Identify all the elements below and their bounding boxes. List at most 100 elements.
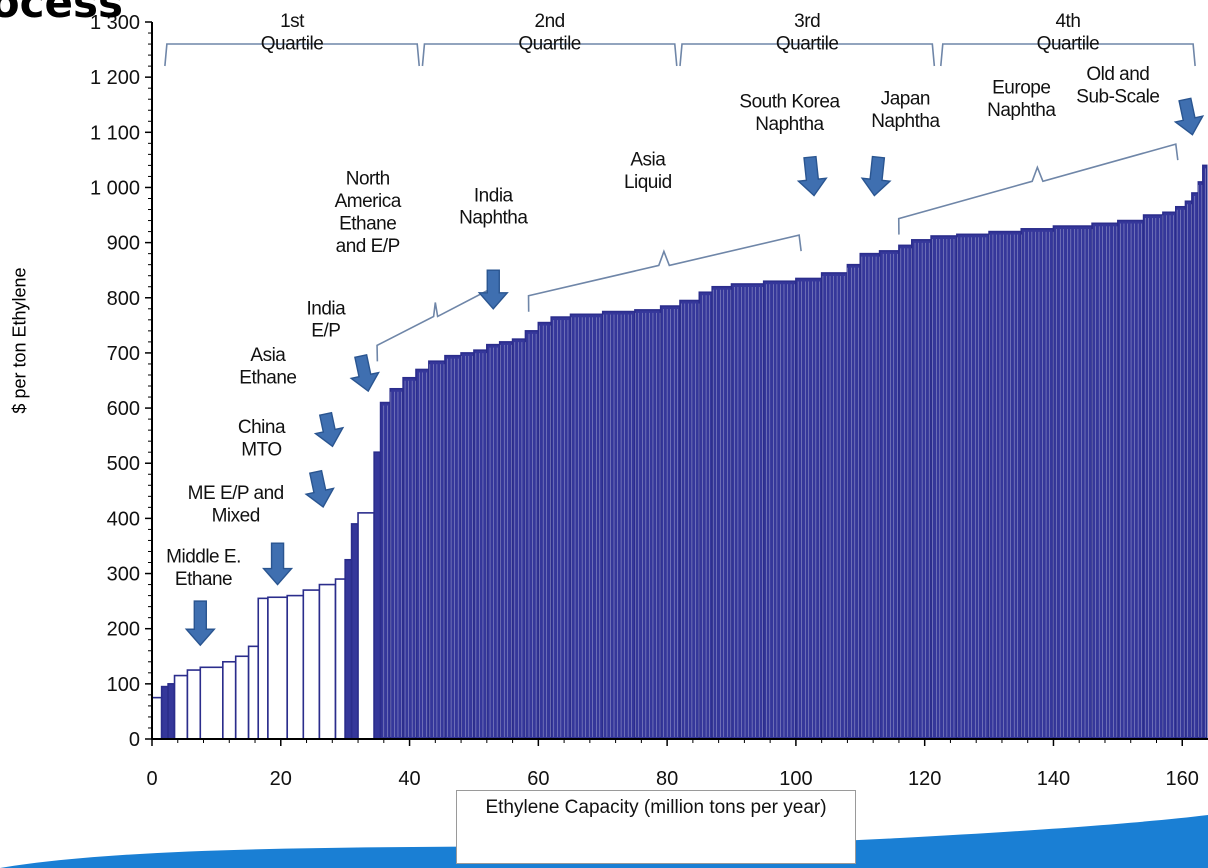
bar-46 (878, 250, 900, 740)
arrows (184, 97, 1205, 647)
bar-41 (762, 280, 797, 740)
bar-16 (350, 523, 359, 740)
bar-8 (247, 645, 260, 740)
bar-14 (334, 578, 346, 740)
segment-bracket-3 (897, 143, 1179, 235)
bar-54 (1091, 222, 1119, 740)
bar-40 (730, 283, 765, 740)
bar-29 (511, 338, 527, 740)
y-tick-label: 900 (107, 233, 140, 255)
segment-label-1: Middle E. Ethane (166, 547, 241, 590)
bar-37 (679, 299, 701, 740)
bar-59 (1184, 200, 1193, 740)
segment-bracket-2 (527, 234, 802, 312)
bar-30 (524, 330, 540, 740)
quartile-label-3: 3rd Quartile (776, 11, 839, 54)
x-tick-label: 80 (656, 768, 678, 790)
y-tick-label: 200 (107, 619, 140, 641)
y-tick-label: 1 300 (90, 12, 140, 34)
bar-3 (173, 674, 189, 740)
bar-51 (988, 230, 1023, 740)
y-tick-label: 400 (107, 508, 140, 530)
bar-28 (498, 341, 514, 740)
quartile-bracket-3 (679, 43, 936, 67)
bar-4 (186, 669, 202, 740)
bar-6 (222, 660, 237, 740)
x-tick-label: 20 (270, 768, 292, 790)
y-tick-label: 500 (107, 453, 140, 475)
blue-swoosh-banner (0, 815, 1208, 868)
y-tick-label: 300 (107, 564, 140, 586)
bar-53 (1052, 225, 1093, 740)
quartile-bracket-1 (164, 43, 421, 67)
bar-1 (160, 685, 169, 740)
arrow-1 (184, 600, 216, 647)
arrow-3 (304, 469, 335, 509)
segment-label-11: Europe Naphtha (987, 78, 1056, 121)
bar-7 (234, 655, 250, 740)
bar-19 (379, 401, 392, 740)
quartile-bracket-4 (939, 43, 1196, 67)
bar-27 (486, 343, 501, 740)
bar-13 (318, 583, 337, 740)
bar-49 (930, 235, 958, 740)
bar-2 (167, 683, 176, 740)
arrow-9 (1173, 97, 1205, 136)
bar-31 (537, 321, 553, 740)
bar-57 (1162, 211, 1177, 740)
bar-33 (569, 313, 604, 740)
quartile-bracket-2 (421, 43, 678, 67)
arrow-4 (313, 411, 345, 448)
bar-50 (956, 233, 990, 740)
y-tick-label: 1 100 (90, 122, 140, 144)
x-tick-label: 160 (1166, 768, 1199, 790)
segment-label-2: ME E/P and Mixed (188, 483, 284, 526)
x-axis-label: Ethylene Capacity (million tons per year… (456, 790, 856, 864)
segment-label-12: Old and Sub-Scale (1076, 64, 1159, 107)
bar-34 (601, 310, 636, 740)
y-tick-label: 600 (107, 398, 140, 420)
x-tick-label: 140 (1037, 768, 1070, 790)
y-tick-label: 0 (129, 729, 140, 751)
arrow-8 (860, 155, 892, 197)
x-tick-label: 0 (146, 768, 157, 790)
bar-52 (1020, 228, 1055, 740)
bar-10 (267, 596, 289, 740)
cost-curve-bars (151, 164, 1208, 740)
y-tick-label: 800 (107, 288, 140, 310)
bar-56 (1142, 214, 1164, 740)
x-tick-label: 120 (908, 768, 941, 790)
bar-12 (302, 589, 321, 740)
bar-15 (344, 558, 353, 740)
y-tick-label: 1 200 (90, 67, 140, 89)
quartile-label-1: 1st Quartile (261, 11, 324, 54)
bar-48 (911, 239, 932, 740)
segment-label-7: India Naphtha (459, 185, 528, 228)
annotations: 1st Quartile 2nd Quartile 3rd Quartile 4th Quar… (166, 11, 1160, 590)
segment-label-3: China MTO (238, 417, 286, 460)
quartile-label-2: 2nd Quartile (518, 11, 581, 54)
y-axis-label: $ per ton Ethylene (9, 267, 30, 414)
bar-17 (357, 512, 375, 740)
bar-11 (286, 594, 305, 740)
y-tick-label: 700 (107, 343, 140, 365)
bar-22 (415, 368, 430, 740)
segment-label-5: India E/P (307, 298, 347, 341)
segment-label-6: North America Ethane and E/P (335, 169, 402, 257)
bar-20 (389, 387, 404, 740)
bar-38 (698, 291, 713, 740)
bar-5 (199, 666, 224, 740)
bar-0 (151, 696, 163, 740)
y-tick-label: 100 (107, 674, 140, 696)
bar-45 (859, 252, 881, 740)
quartile-label-4: 4th Quartile (1037, 11, 1100, 54)
slide-title-fragment: rocess (0, 0, 123, 27)
arrow-7 (796, 155, 828, 197)
segment-label-10: Japan Naphtha (871, 89, 940, 132)
segment-label-8: Asia Liquid (624, 149, 672, 192)
y-tick-label: 1 000 (90, 177, 140, 199)
segment-label-4: Asia Ethane (239, 345, 296, 388)
arrow-6 (477, 269, 509, 310)
